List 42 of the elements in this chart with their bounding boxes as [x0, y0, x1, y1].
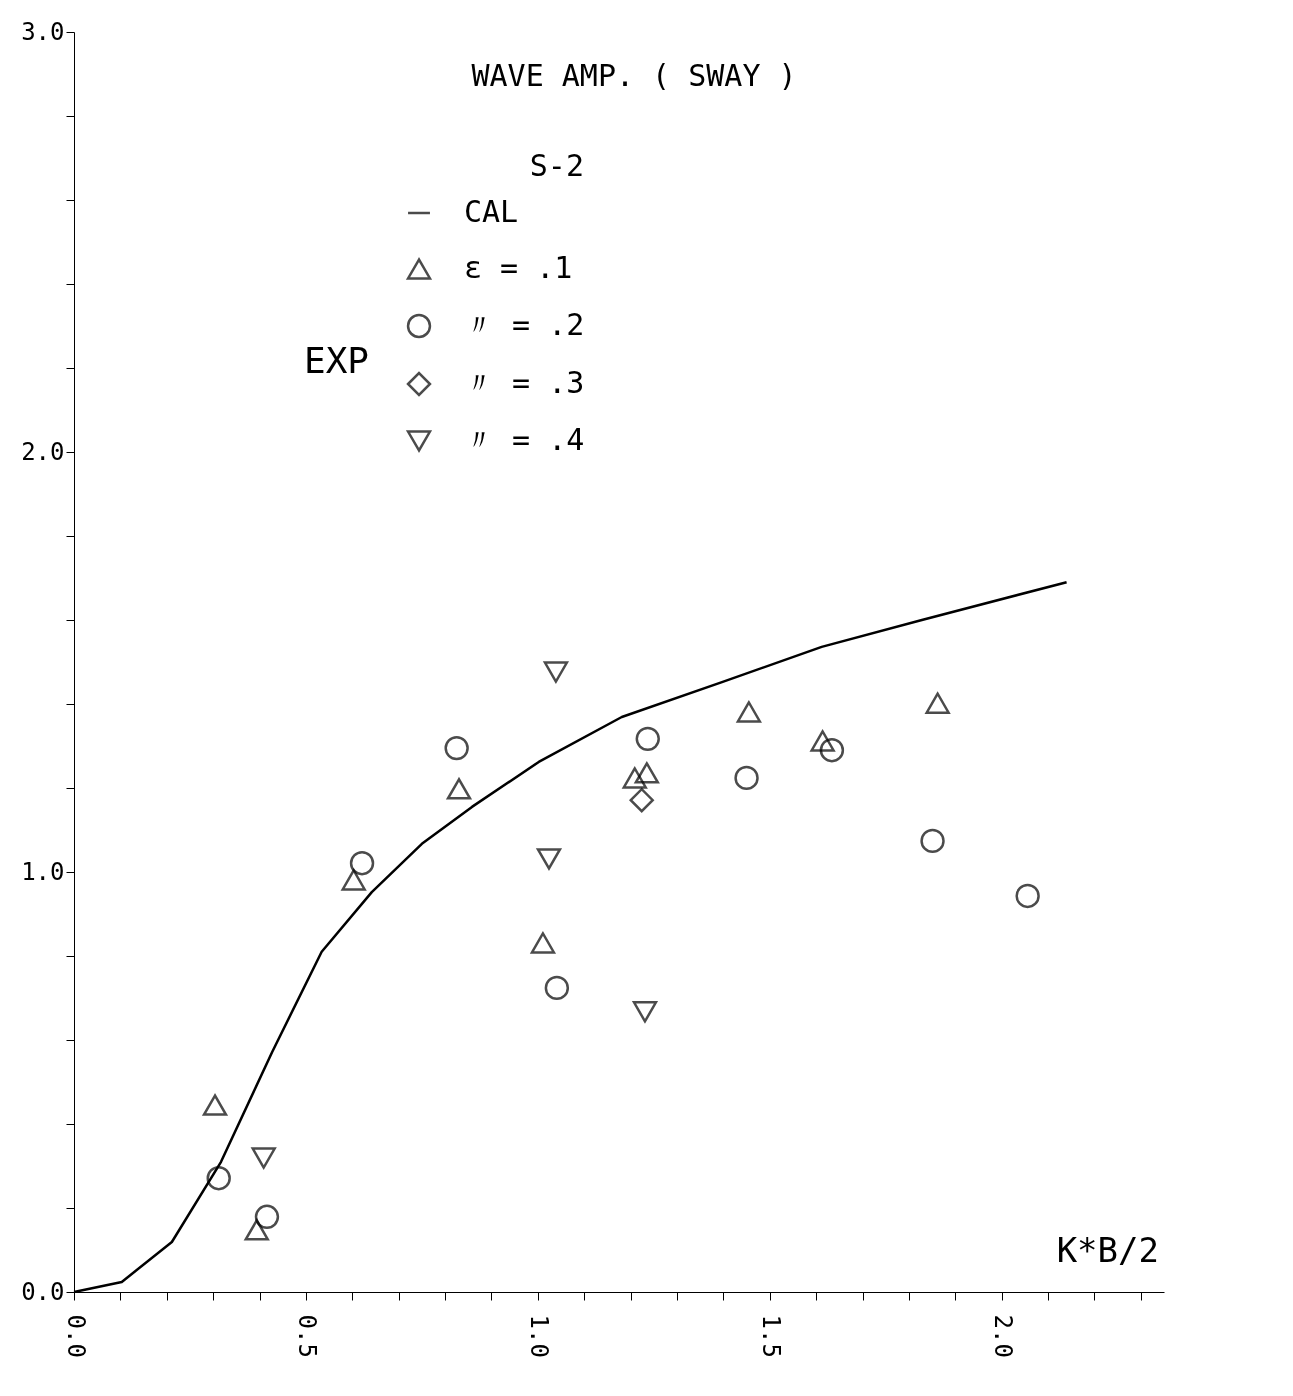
- y-tick-label: 2.0: [21, 437, 65, 466]
- point: [251, 1147, 276, 1169]
- point: [736, 701, 762, 723]
- point: [543, 661, 569, 683]
- point: [1015, 883, 1040, 909]
- legend-label: CAL: [464, 194, 519, 229]
- text: WAVE AMP. ( SWAY ): [471, 58, 797, 93]
- x-tick-label: 1.5: [757, 1314, 786, 1358]
- point: [444, 735, 469, 761]
- x-tick-label: 0.5: [293, 1314, 322, 1358]
- point: [920, 828, 945, 854]
- legend-label: ε = .1: [464, 250, 573, 285]
- legend-label: 〃 = .3: [464, 365, 585, 400]
- point: [634, 762, 660, 784]
- point: [635, 726, 660, 752]
- point: [810, 730, 835, 752]
- y-tick-label: 0.0: [21, 1277, 65, 1306]
- point: [536, 848, 562, 870]
- legend-label: 〃 = .2: [464, 307, 585, 342]
- point: [819, 738, 845, 763]
- point: [530, 932, 556, 954]
- y-tick-label: 3.0: [21, 17, 65, 46]
- legend-label: 〃 = .4: [464, 422, 585, 457]
- legend-title: S-2: [529, 148, 584, 183]
- x-tick-label: 1.0: [525, 1314, 554, 1358]
- x-tick-label: 2.0: [989, 1314, 1018, 1358]
- point: [341, 869, 366, 891]
- point: [244, 1219, 269, 1241]
- annotation: EXP: [304, 340, 370, 381]
- x-axis-title: K*B/2: [1056, 1230, 1159, 1270]
- point: [544, 975, 570, 1001]
- point: [632, 1001, 658, 1023]
- point: [446, 778, 472, 800]
- point: [734, 765, 759, 791]
- point: [349, 851, 375, 876]
- point: [629, 787, 654, 813]
- point: [622, 767, 647, 789]
- point: [206, 1166, 231, 1191]
- point: [202, 1094, 228, 1116]
- y-tick-label: 1.0: [21, 857, 65, 886]
- point: [925, 692, 950, 714]
- point: [254, 1204, 280, 1229]
